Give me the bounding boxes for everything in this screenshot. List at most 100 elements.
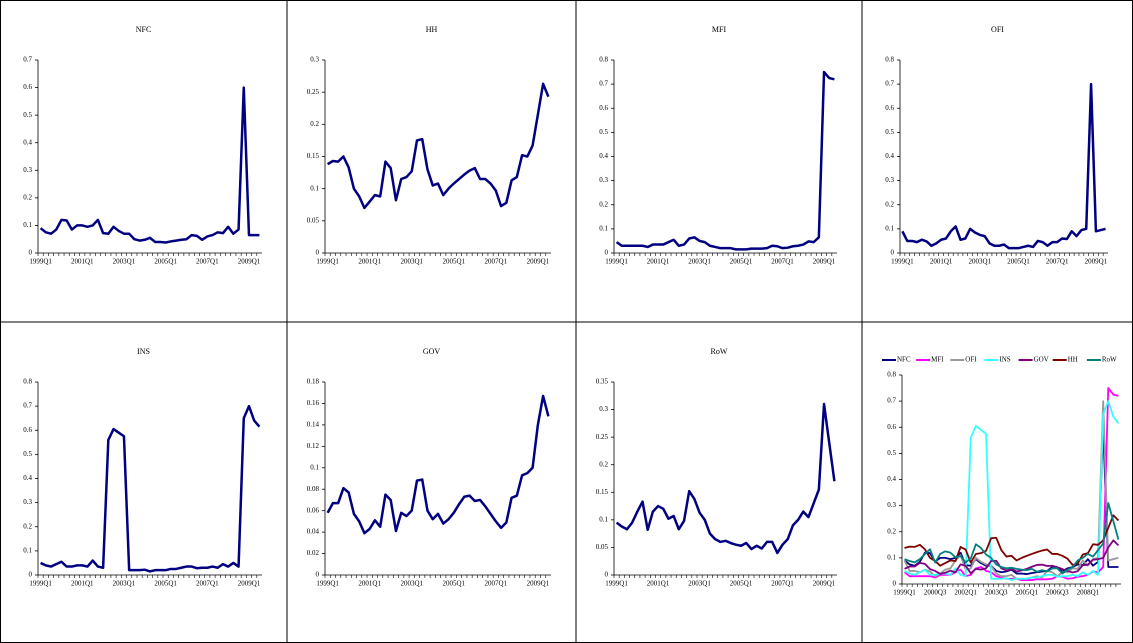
y-tick-label: 0 [316,571,320,579]
data-line [39,86,260,244]
y-tick-label: 0 [29,571,33,579]
x-tick-label: 2009Q1 [1085,258,1108,266]
data-line [615,402,836,555]
x-tick-label: 2001Q1 [930,258,953,266]
y-tick-label: 0 [605,249,609,257]
y-tick-label: 0.1 [885,224,894,232]
y-tick-label: 0.1 [310,184,319,192]
y-tick-label: 0 [605,571,609,579]
y-tick-label: 0.7 [23,56,32,64]
x-tick-label: 2007Q1 [196,258,219,266]
data-line [904,539,1120,575]
x-tick-label: 2001Q1 [647,580,670,588]
y-tick-label: 0.4 [887,475,896,483]
y-tick-label: 0.6 [23,83,32,91]
data-line [904,502,1120,575]
y-tick-label: 0.6 [599,104,608,112]
y-tick-label: 0.5 [599,128,608,136]
y-tick-label: 0.5 [23,450,32,458]
legend-label: GOV [1034,356,1049,364]
y-tick-label: 0.1 [887,553,896,561]
y-tick-label: 0.7 [887,397,896,405]
legend-label: OFI [965,356,977,364]
y-tick-label: 0 [316,249,320,257]
x-tick-label: 1999Q1 [29,580,52,588]
y-tick-label: 0.5 [887,449,896,457]
x-tick-label: 2005Q1 [730,580,753,588]
y-tick-label: 0.4 [885,152,894,160]
y-tick-label: 0.7 [23,402,32,410]
y-tick-label: 0.4 [23,474,32,482]
x-tick-label: 2001Q1 [358,258,381,266]
x-tick-label: 1999Q1 [29,258,52,266]
x-tick-label: 2007Q1 [485,258,508,266]
data-line [904,514,1120,567]
legend-label: MFI [931,356,944,364]
y-tick-label: 0.08 [307,485,320,493]
x-tick-label: 2001Q1 [71,258,94,266]
data-line [901,82,1106,250]
y-tick-label: 0.2 [599,460,608,468]
x-tick-label: 2005Q1 [730,258,753,266]
y-tick-label: 0.15 [307,152,320,160]
x-tick-label: 2003Q1 [113,258,136,266]
x-tick-label: 2001Q1 [71,580,94,588]
x-tick-label: 2005Q1 [1015,589,1038,597]
x-tick-label: 2009Q1 [238,580,261,588]
x-tick-label: 1999Q1 [316,258,339,266]
chart-title: NFC [136,25,152,34]
y-tick-label: 0.1 [599,224,608,232]
y-tick-label: 0.8 [885,56,894,64]
y-tick-label: 0.2 [23,522,32,530]
x-tick-label: 2003Q1 [400,258,423,266]
chart-title: HH [426,25,438,34]
x-tick-label: 2003Q1 [688,258,711,266]
data-line [326,82,550,210]
y-tick-label: 0.06 [307,506,320,514]
y-tick-label: 0.2 [310,120,319,128]
y-tick-label: 0 [891,249,895,257]
x-tick-label: 1999Q1 [891,258,914,266]
y-tick-label: 0.12 [307,442,320,450]
x-tick-label: 2005Q1 [154,580,177,588]
x-tick-label: 2007Q1 [771,258,794,266]
y-tick-label: 0.3 [310,56,319,64]
data-line [326,394,550,535]
data-line [903,387,1119,581]
y-tick-label: 0.3 [23,498,32,506]
x-tick-label: 2007Q1 [196,580,219,588]
y-tick-label: 0.1 [599,515,608,523]
x-tick-label: 1999Q1 [316,580,339,588]
y-tick-label: 0.8 [887,371,896,379]
x-tick-label: 2009Q1 [238,258,261,266]
y-tick-label: 0.25 [307,88,320,96]
y-tick-label: 0.7 [599,80,608,88]
x-tick-label: 2007Q1 [485,580,508,588]
x-tick-label: 2009Q1 [527,258,550,266]
x-tick-label: 2006Q3 [1046,589,1069,597]
y-tick-label: 0.14 [307,420,320,428]
y-tick-label: 0.4 [23,138,32,146]
y-tick-label: 0.35 [596,378,609,386]
data-line [615,70,835,251]
x-tick-label: 2005Q1 [442,580,465,588]
x-tick-label: 2005Q1 [154,258,177,266]
y-tick-label: 0.8 [599,56,608,64]
y-tick-label: 0.16 [307,399,320,407]
x-tick-label: 1999Q1 [605,580,628,588]
y-tick-label: 0.3 [599,405,608,413]
y-tick-label: 0.1 [23,546,32,554]
y-tick-label: 0.18 [307,378,320,386]
y-tick-label: 0.05 [307,216,320,224]
x-tick-label: 2003Q3 [985,589,1008,597]
chart-title: GOV [423,347,441,356]
x-tick-label: 2009Q1 [813,258,836,266]
x-tick-label: 2007Q1 [1046,258,1069,266]
y-tick-label: 0.3 [885,176,894,184]
y-tick-label: 0.05 [596,543,609,551]
y-tick-label: 0.2 [887,527,896,535]
y-tick-label: 0.2 [599,200,608,208]
legend-label: INS [999,356,1010,364]
x-tick-label: 2003Q1 [688,580,711,588]
x-tick-label: 1999Q1 [605,258,628,266]
